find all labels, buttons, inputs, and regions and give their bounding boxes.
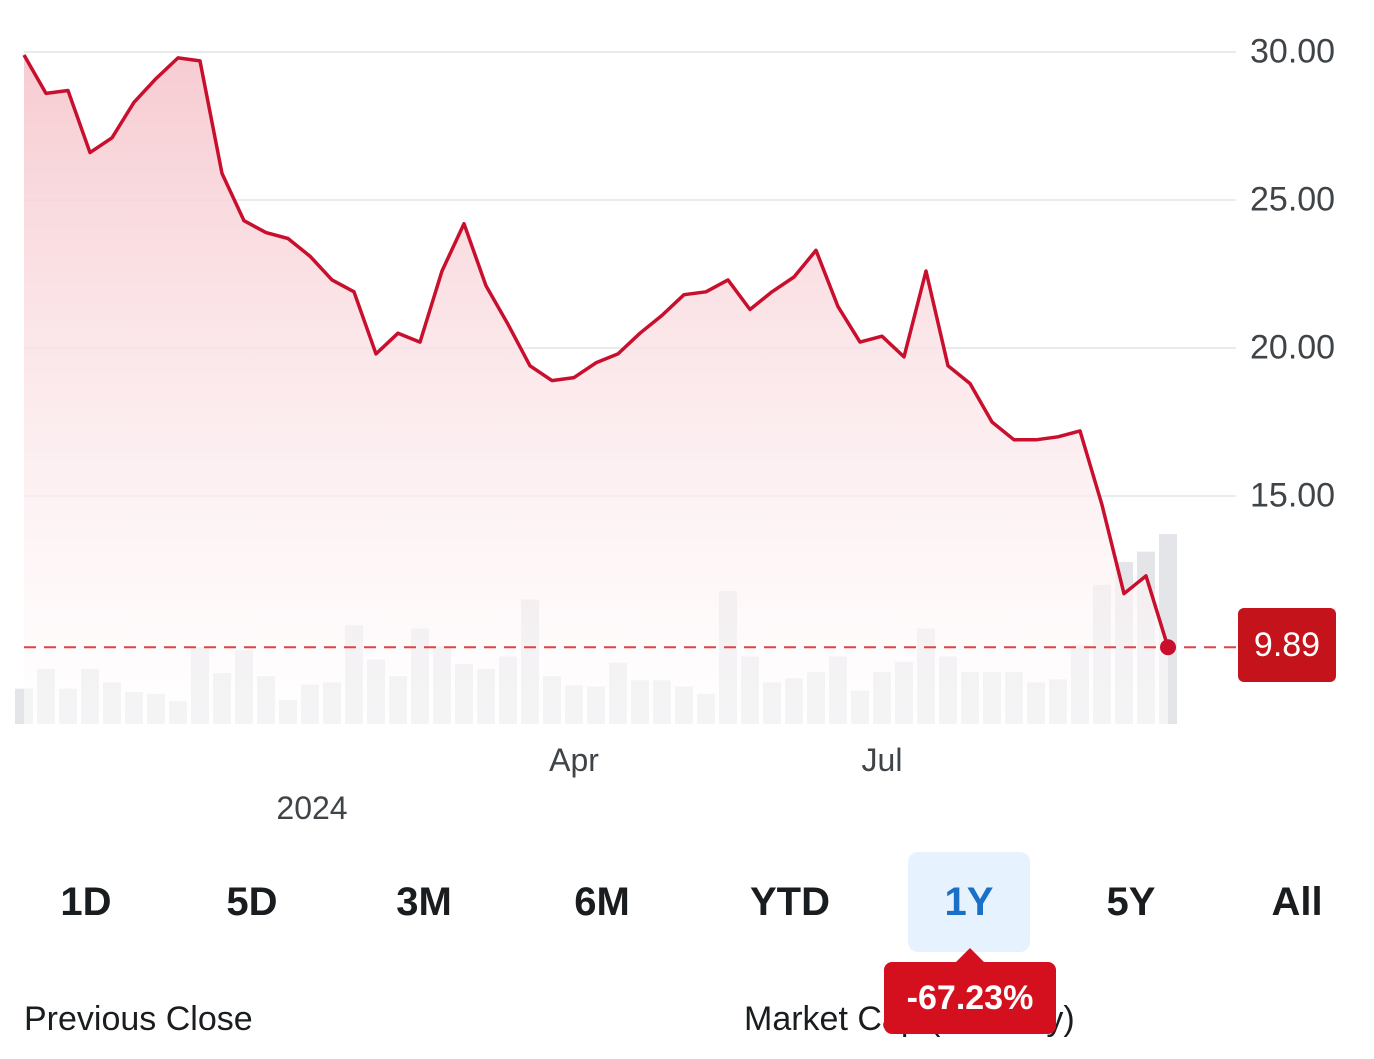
y-tick-label: 15.00 [1250, 476, 1336, 515]
range-button-5d[interactable]: 5D [226, 879, 278, 924]
y-tick-label: 20.00 [1250, 328, 1336, 367]
range-button-ytd[interactable]: YTD [750, 879, 830, 924]
last-price-dot [1160, 639, 1176, 656]
previous-close-label: Previous Close [24, 1000, 253, 1038]
y-tick-label: 25.00 [1250, 180, 1336, 219]
x-tick-label: Jul [861, 742, 903, 778]
change-badge: -67.23% [884, 948, 1056, 1034]
year-label: 2024 [276, 790, 348, 826]
range-button-all[interactable]: All [1271, 879, 1323, 924]
x-tick-label: Apr [549, 742, 599, 778]
price-area [24, 55, 1168, 724]
range-button-1y[interactable]: 1Y [908, 852, 1030, 952]
range-button-6m[interactable]: 6M [574, 879, 630, 924]
current-price-badge: 9.89 [1238, 608, 1336, 682]
range-selector: 1D 5D 3M 6M YTD 1Y 5Y All [0, 852, 1374, 952]
range-button-3m[interactable]: 3M [396, 879, 452, 924]
price-line [22, 54, 1170, 648]
y-tick-label: 30.00 [1250, 32, 1336, 71]
price-chart[interactable] [0, 0, 1374, 760]
range-button-1d[interactable]: 1D [60, 879, 112, 924]
range-button-5y[interactable]: 5Y [1106, 879, 1156, 924]
